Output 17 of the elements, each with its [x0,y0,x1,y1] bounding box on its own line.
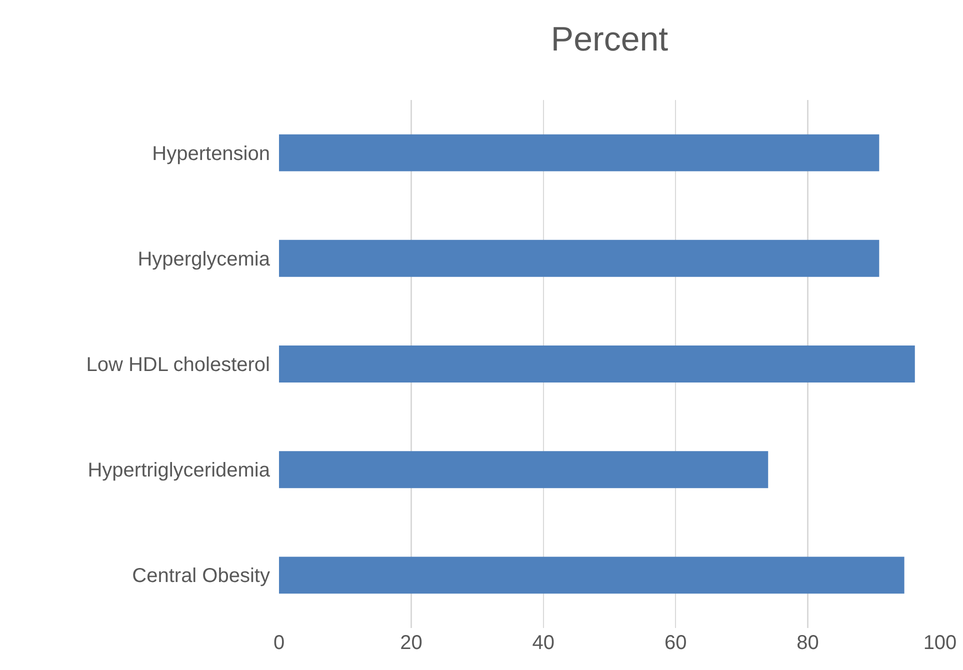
bar [279,556,904,594]
y-tick-label: Central Obesity [132,565,270,588]
bar [279,451,768,488]
x-tick-label: 100 [923,632,957,654]
y-tick-label: Low HDL cholesterol [86,354,270,376]
bar [279,346,915,382]
x-tick-label: 60 [664,632,687,654]
y-tick-label: Hypertension [152,142,270,165]
chart-title: Percent [550,20,669,59]
x-tick-label: 80 [796,632,819,654]
x-tick-label: 20 [400,632,422,654]
bar [279,240,880,277]
bar [279,134,880,172]
x-tick-label: 0 [273,632,285,654]
x-tick-label: 40 [532,632,555,654]
y-tick-label: Hypertriglyceridemia [88,460,271,482]
y-tick-label: Hyperglycemia [138,248,271,270]
